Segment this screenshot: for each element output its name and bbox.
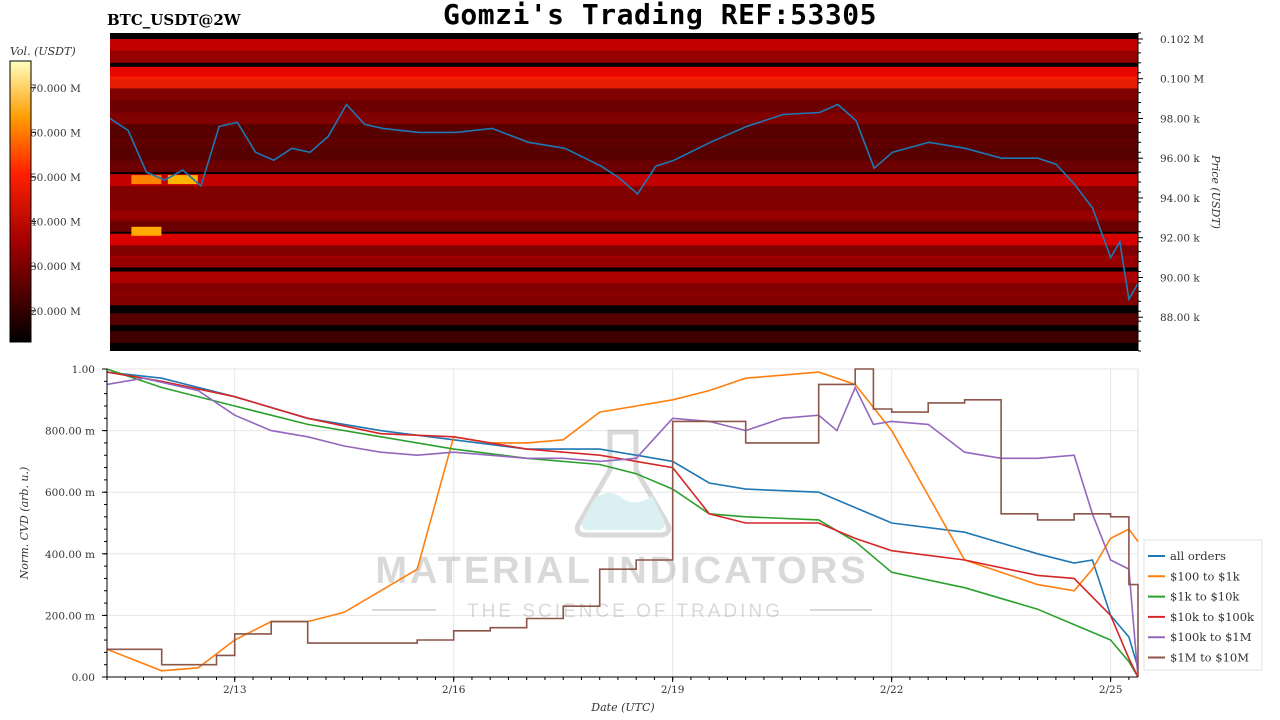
heatmap-hot-spots: [131, 175, 198, 236]
heatmap-band: [110, 100, 1138, 113]
heatmap-band: [110, 209, 1138, 222]
cvd-y-tick-label: 800.00 m: [45, 426, 95, 438]
cvd-panel: MATERIAL INDICATORS THE SCIENCE OF TRADI…: [18, 364, 1139, 714]
price-axis-tick-label: 0.100 M: [1160, 74, 1204, 86]
colorbar-ticks: 20.000 M 30.000 M 40.000 M 50.000 M 60.000 M…: [30, 83, 81, 318]
heatmap-band: [110, 186, 1138, 198]
colorbar: Vol. (USDT) 20.000 M 30.000 M 40.000 M 50.0…: [9, 45, 81, 343]
colorbar-tick-label: 30.000 M: [30, 261, 81, 273]
cvd-y-tick-label: 400.00 m: [45, 549, 95, 561]
cvd-y-tick-label: 600.00 m: [45, 487, 95, 499]
heatmap-band: [110, 88, 1138, 101]
cvd-plot-area: [106, 368, 1139, 678]
watermark-title: MATERIAL INDICATORS: [375, 550, 868, 592]
price-axis: 88.00 k 90.00 k 92.00 k 94.00 k 96.00 k 98.00…: [1138, 32, 1204, 352]
cvd-y-tick-label: 200.00 m: [45, 610, 95, 622]
heatmap-band: [110, 148, 1138, 161]
price-axis-tick-label: 94.00 k: [1160, 193, 1200, 205]
flask-liquid-icon: [582, 493, 665, 530]
watermark-subtitle: THE SCIENCE OF TRADING: [467, 601, 783, 622]
heatmap-hot-spot: [131, 175, 162, 185]
heatmap-band: [110, 245, 1138, 258]
cvd-x-axis-label: Date (UTC): [590, 701, 654, 714]
cvd-x-tick-label: 2/16: [442, 684, 466, 696]
heatmap-band: [110, 124, 1138, 137]
legend-label: $100k to $1M: [1170, 630, 1252, 644]
cvd-series-line: [107, 368, 1139, 677]
legend-label: all orders: [1170, 549, 1226, 563]
heatmap-band: [110, 76, 1138, 89]
price-axis-tick-label: 96.00 k: [1160, 153, 1200, 165]
cvd-x-tick-label: 2/25: [1099, 684, 1123, 696]
pair-label: BTC_USDT@2W: [107, 11, 241, 29]
legend-label: $1k to $10k: [1170, 590, 1240, 604]
price-axis-tick-label: 98.00 k: [1160, 113, 1200, 125]
cvd-x-axis: 2/13 2/16 2/19 2/22 2/25: [106, 677, 1130, 696]
cvd-series-line: [106, 371, 1139, 678]
heatmap-band: [110, 219, 1138, 232]
legend-box: [1143, 539, 1263, 671]
heatmap-band: [110, 331, 1138, 343]
heatmap-band: [110, 160, 1138, 173]
price-axis-tick-label: 0.102 M: [1160, 34, 1204, 46]
legend-label: $1M to $10M: [1170, 651, 1249, 665]
price-axis-tick-label: 92.00 k: [1160, 233, 1200, 245]
heatmap-band: [110, 233, 1138, 246]
cvd-y-tick-label: 0.00: [72, 672, 95, 684]
colorbar-tick-label: 70.000 M: [30, 83, 81, 95]
cvd-x-tick-label: 2/22: [880, 684, 904, 696]
legend-label: $10k to $100k: [1170, 610, 1255, 624]
colorbar-gradient: [9, 60, 32, 343]
cvd-x-tick-label: 2/13: [223, 684, 247, 696]
heatmap-bands: [110, 39, 1138, 343]
cvd-y-axis-label: Norm. CVD (arb. u.): [18, 467, 31, 581]
cvd-y-axis: 0.00 200.00 m 400.00 m 600.00 m 800.00 m 1.00: [45, 364, 107, 684]
heatmap-hot-spot: [167, 175, 198, 185]
heatmap-band: [110, 313, 1138, 326]
heatmap-band: [110, 255, 1138, 268]
price-axis-tick-label: 90.00 k: [1160, 272, 1200, 284]
heatmap-band: [110, 112, 1138, 125]
heatmap-hot-spot: [131, 226, 162, 236]
legend-items: all orders $100 to $1k $1k to $10k $10k to …: [1148, 549, 1255, 665]
colorbar-tick-label: 40.000 M: [30, 217, 81, 229]
heatmap-band: [110, 174, 1138, 186]
cvd-series-line: [106, 371, 1139, 669]
page-title: Gomzi's Trading REF:53305: [443, 0, 877, 31]
cvd-x-tick-label: 2/19: [661, 684, 685, 696]
heatmap-band: [110, 293, 1138, 306]
colorbar-label: Vol. (USDT): [10, 45, 76, 58]
heatmap-band: [110, 136, 1138, 149]
colorbar-tick-label: 50.000 M: [30, 172, 81, 184]
heatmap-band: [110, 39, 1138, 51]
cvd-y-tick-label: 1.00: [72, 364, 95, 376]
colorbar-tick-label: 60.000 M: [30, 127, 81, 139]
heatmap-panel: 88.00 k 90.00 k 92.00 k 94.00 k 96.00 k 98.00…: [110, 32, 1222, 352]
heatmap-band: [110, 66, 1138, 79]
heatmap-band: [110, 283, 1138, 296]
price-axis-tick-label: 88.00 k: [1160, 312, 1200, 324]
price-axis-label: Price (USDT): [1209, 154, 1222, 229]
legend-label: $100 to $1k: [1170, 569, 1241, 583]
heatmap-band: [110, 198, 1138, 210]
legend: all orders $100 to $1k $1k to $10k $10k to …: [1143, 539, 1263, 671]
heatmap-band: [110, 50, 1138, 63]
cvd-series-lines: [106, 368, 1139, 678]
heatmap-band: [110, 271, 1138, 284]
watermark: MATERIAL INDICATORS THE SCIENCE OF TRADI…: [372, 429, 872, 622]
colorbar-tick-label: 20.000 M: [30, 306, 81, 318]
flask-icon: [574, 429, 672, 538]
price-line: [110, 103, 1138, 302]
